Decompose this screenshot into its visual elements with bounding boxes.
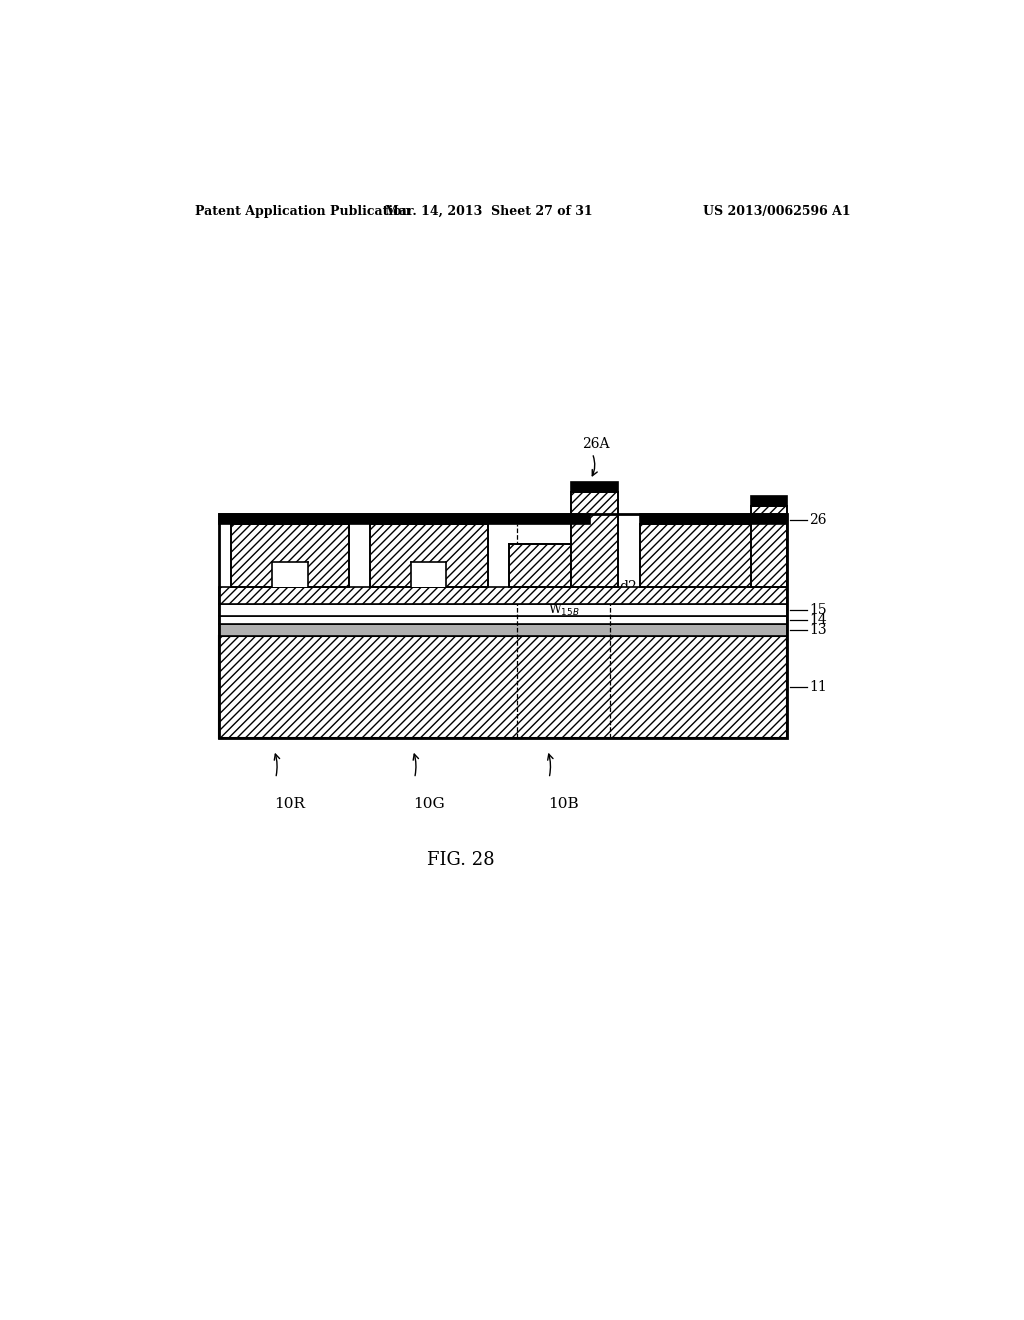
Text: 26: 26 [809, 513, 826, 527]
Text: 14: 14 [809, 612, 826, 627]
Bar [219, 624, 786, 636]
Bar [272, 562, 307, 587]
Text: 13: 13 [809, 623, 826, 638]
Text: 11: 11 [809, 680, 826, 694]
Bar [219, 515, 786, 738]
Bar [570, 492, 617, 587]
Bar [219, 636, 786, 738]
Text: d1: d1 [299, 549, 317, 562]
Text: 10B: 10B [548, 797, 579, 810]
Text: FIG. 28: FIG. 28 [427, 850, 496, 869]
Text: 15: 15 [809, 603, 826, 616]
Bar [370, 524, 487, 587]
Text: Patent Application Publication: Patent Application Publication [196, 205, 411, 218]
Text: US 2013/0062596 A1: US 2013/0062596 A1 [702, 205, 850, 218]
Text: 10G: 10G [413, 797, 444, 810]
Bar [570, 482, 617, 492]
Bar [219, 603, 786, 615]
Bar [751, 506, 786, 587]
Text: d2: d2 [620, 581, 637, 594]
Bar [751, 496, 786, 506]
Text: Mar. 14, 2013  Sheet 27 of 31: Mar. 14, 2013 Sheet 27 of 31 [385, 205, 593, 218]
Bar [219, 615, 786, 624]
Bar [509, 544, 570, 587]
Bar [219, 587, 786, 603]
Bar [231, 524, 348, 587]
Text: 26A: 26A [583, 437, 610, 451]
Bar [412, 562, 446, 587]
Bar [640, 524, 786, 587]
Text: 10R: 10R [274, 797, 305, 810]
Bar [219, 515, 590, 524]
Text: W$_{15B}$: W$_{15B}$ [548, 602, 580, 618]
Bar [640, 515, 786, 524]
Text: d1: d1 [438, 549, 456, 562]
